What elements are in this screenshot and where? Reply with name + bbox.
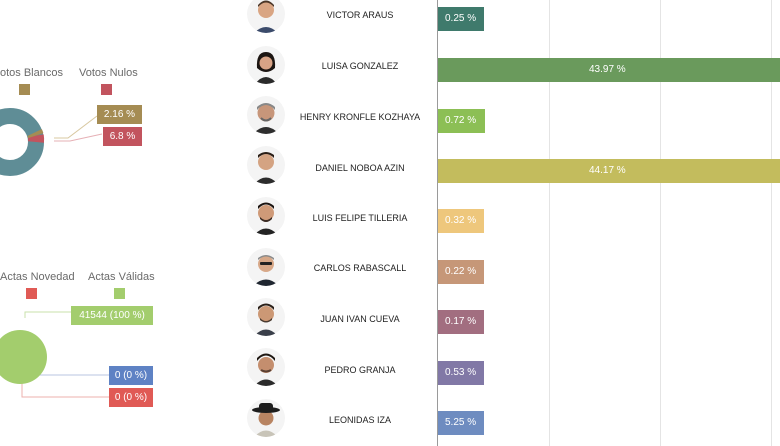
pie-segment-actas-validas[interactable]: [0, 330, 47, 384]
legend-label-actas-novedad: Actas Novedad: [0, 271, 75, 283]
donut-segment-blancos[interactable]: [27, 129, 44, 139]
category-label: LUISA GONZALEZ: [321, 61, 399, 71]
category-label: JUAN IVAN CUEVA: [320, 314, 400, 324]
donut-leader-lines: [54, 115, 103, 142]
bar-value-label: 5.25 %: [445, 417, 477, 428]
bar[interactable]: [438, 260, 484, 284]
legend-label-actas-validas: Actas Válidas: [88, 271, 155, 283]
callout-blancos: 2.16 %: [97, 105, 142, 124]
votes-donut-chart: [0, 108, 45, 176]
actas-pie-chart: [0, 311, 110, 398]
candidate-avatar-carlos-rabascall: [247, 248, 285, 286]
candidate-avatar-juan-cueva: [247, 298, 285, 336]
y-axis-line: [437, 0, 438, 446]
callout-actas-validas: 41544 (100 %): [71, 306, 153, 325]
bar-value-label: 0.22 %: [445, 266, 477, 277]
gridline: [660, 0, 661, 446]
bar-value-label: 43.97 %: [589, 64, 626, 75]
bar-value-label: 0.32 %: [445, 215, 477, 226]
candidate-avatar-luis-tilleria: [247, 197, 285, 235]
legend-swatch-blancos[interactable]: [19, 84, 30, 95]
bar[interactable]: [438, 58, 780, 82]
candidate-avatar-luisa-gonzalez: [247, 46, 285, 84]
category-label: HENRY KRONFLE KOZHAYA: [299, 112, 421, 122]
bar[interactable]: [438, 411, 484, 435]
bar[interactable]: [438, 209, 484, 233]
category-label: VICTOR ARAUS: [326, 10, 394, 20]
bar-value-label: 0.25 %: [445, 13, 477, 24]
gridline: [549, 0, 550, 446]
category-label: LEONIDAS IZA: [328, 415, 391, 425]
category-label: LUIS FELIPE TILLERIA: [312, 213, 408, 223]
bar-value-label: 0.53 %: [445, 367, 477, 378]
bar[interactable]: [438, 361, 485, 385]
category-label: PEDRO GRANJA: [324, 365, 396, 375]
bar-value-label: 44.17 %: [589, 165, 626, 176]
category-label: DANIEL NOBOA AZIN: [315, 163, 405, 173]
callout-nulos: 6.8 %: [103, 127, 142, 146]
candidate-avatar-daniel-noboa: [247, 146, 285, 184]
candidate-avatar-henry-kronfle: [247, 96, 285, 134]
candidate-avatar-victor-araus: [247, 0, 285, 33]
bar[interactable]: [438, 159, 780, 183]
gridline: [771, 0, 772, 446]
category-label: CARLOS RABASCALL: [313, 263, 407, 273]
legend-swatch-nulos[interactable]: [101, 84, 112, 95]
candidate-avatar-leonidas-iza: [247, 399, 285, 437]
legend-swatch-actas-validas[interactable]: [114, 288, 125, 299]
candidate-avatar-pedro-granja: [247, 348, 285, 386]
callout-actas-azul: 0 (0 %): [109, 366, 153, 385]
legend-label-nulos: Votos Nulos: [79, 67, 138, 79]
bar[interactable]: [438, 310, 484, 334]
callout-actas-novedad: 0 (0 %): [109, 388, 153, 407]
legend-swatch-actas-novedad[interactable]: [26, 288, 37, 299]
bar-value-label: 0.72 %: [445, 115, 477, 126]
bar[interactable]: [438, 109, 485, 133]
legend-label-blancos: otos Blancos: [0, 67, 63, 79]
bar[interactable]: [438, 7, 484, 31]
bar-value-label: 0.17 %: [445, 316, 477, 327]
